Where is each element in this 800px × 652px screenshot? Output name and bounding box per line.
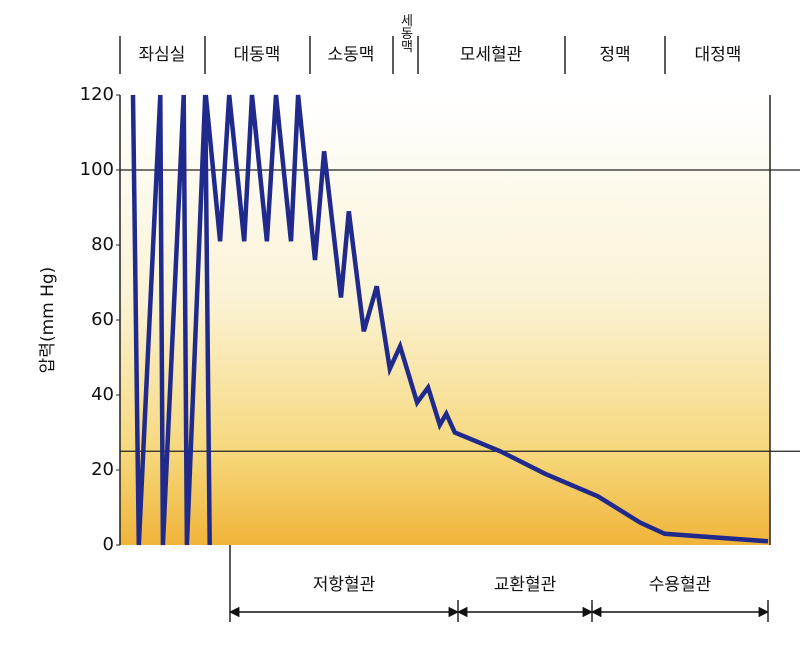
y-tick-label: 120: [80, 84, 114, 105]
section-label: 정맥: [599, 45, 630, 65]
section-label: 세동맥: [398, 14, 413, 53]
group-label: 교환혈관: [494, 575, 557, 595]
plot-background: [120, 95, 770, 545]
section-label: 대정맥: [695, 45, 742, 65]
section-label: 좌심실: [139, 45, 186, 65]
section-label: 모세혈관: [460, 45, 523, 65]
group-label: 수용혈관: [649, 575, 712, 595]
y-tick-label: 60: [91, 309, 114, 330]
section-label: 대동맥: [234, 45, 281, 65]
y-tick-label: 40: [91, 384, 114, 405]
y-tick-label: 20: [91, 459, 114, 480]
y-axis-label: 압력(mm Hg): [38, 267, 58, 374]
group-label: 저항혈관: [313, 575, 376, 595]
section-label: 소동맥: [328, 45, 375, 65]
y-tick-label: 0: [103, 534, 114, 555]
y-tick-label: 100: [80, 159, 114, 180]
pressure-line: [130, 94, 769, 546]
y-tick-label: 80: [91, 234, 114, 255]
